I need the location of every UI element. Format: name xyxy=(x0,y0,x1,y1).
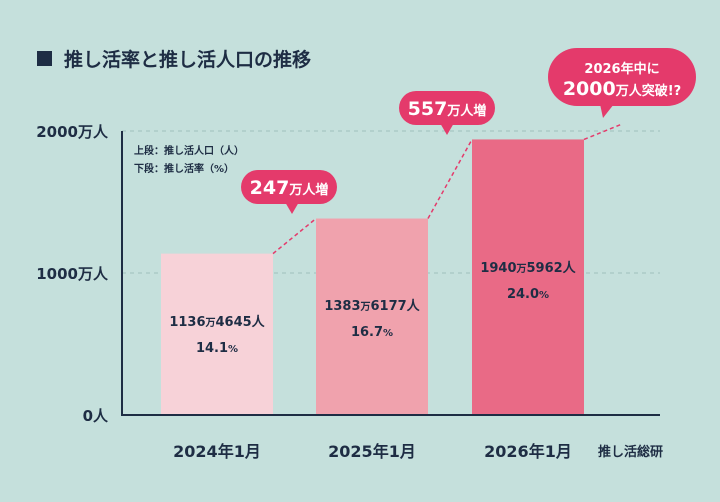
bar-rate-value-2: 24.0 xyxy=(507,287,539,302)
y-tick-label-1: 1000万人 xyxy=(36,265,109,283)
increase-callout-1-bubble xyxy=(399,91,495,125)
increase-callout-0-bubble xyxy=(241,170,337,204)
bar-count-unit-2: 万 xyxy=(516,263,527,275)
increase-callout-1-label: 557万人増 xyxy=(408,98,487,120)
increase-callout-0-text: 万人増 xyxy=(288,182,328,198)
bar-rate-pct-1: % xyxy=(383,328,393,339)
x-tick-label-2: 2026年1月 xyxy=(484,442,572,461)
increase-callout-0: 247万人増 xyxy=(241,170,337,214)
bar-rate-value-0: 14.1 xyxy=(196,341,228,356)
bar-2 xyxy=(472,139,584,415)
bar-count-label-2: 1940万5962人 xyxy=(480,260,576,276)
increase-callout-0-tail xyxy=(285,202,299,214)
bar-count-rest-1: 6177人 xyxy=(371,298,421,314)
increase-callout-1: 557万人増 xyxy=(399,91,495,135)
projection-callout-text: 万人突破!? xyxy=(615,83,681,99)
source-label: 推し活総研 xyxy=(598,444,663,460)
bar-rate-label-2: 24.0% xyxy=(507,287,549,302)
increase-callout-1-num: 557 xyxy=(408,98,448,120)
x-tick-label-1: 2025年1月 xyxy=(328,442,416,461)
y-tick-label-0: 0人 xyxy=(83,407,109,425)
bar-rate-pct-0: % xyxy=(228,344,238,355)
legend-upper: 上段：推し活人口（人） xyxy=(134,144,244,157)
legend-lower: 下段：推し活率（%） xyxy=(134,162,234,175)
bar-rate-value-1: 16.7 xyxy=(351,325,383,340)
chart-title: 推し活率と推し活人口の推移 xyxy=(64,48,311,71)
x-tick-label-0: 2024年1月 xyxy=(173,442,261,461)
title-square-icon xyxy=(37,51,52,66)
increase-callout-1-tail xyxy=(440,123,454,135)
bar-count-unit-1: 万 xyxy=(360,301,371,313)
bar-rate-label-1: 16.7% xyxy=(351,325,393,340)
trend-dash-1 xyxy=(427,139,473,219)
bar-count-label-0: 1136万4645人 xyxy=(169,314,265,330)
bar-count-man-2: 1940 xyxy=(480,261,516,276)
increase-callout-0-label: 247万人増 xyxy=(250,177,329,199)
bar-count-man-0: 1136 xyxy=(169,315,205,330)
trend-dash-0 xyxy=(272,217,317,255)
increase-callout-1-text: 万人増 xyxy=(446,103,486,119)
bar-count-label-1: 1383万6177人 xyxy=(324,298,420,314)
bar-count-man-1: 1383 xyxy=(324,299,360,314)
projection-callout-bubble xyxy=(548,48,696,106)
projection-callout-num: 2000 xyxy=(563,78,616,100)
y-tick-label-2: 2000万人 xyxy=(36,123,109,141)
projection-callout-line2: 2000万人突破!? xyxy=(563,78,681,100)
bar-0 xyxy=(161,253,273,415)
trend-dash-2 xyxy=(583,123,623,141)
bar-rate-label-0: 14.1% xyxy=(196,341,238,356)
bar-1 xyxy=(316,218,428,415)
bar-count-unit-0: 万 xyxy=(205,317,216,329)
bar-count-rest-0: 4645人 xyxy=(216,314,266,330)
bar-rate-pct-2: % xyxy=(539,290,549,301)
projection-callout-line1: 2026年中に xyxy=(584,61,659,77)
increase-callout-0-num: 247 xyxy=(250,177,290,199)
bar-count-rest-2: 5962人 xyxy=(527,260,577,276)
projection-callout-tail xyxy=(600,104,614,118)
